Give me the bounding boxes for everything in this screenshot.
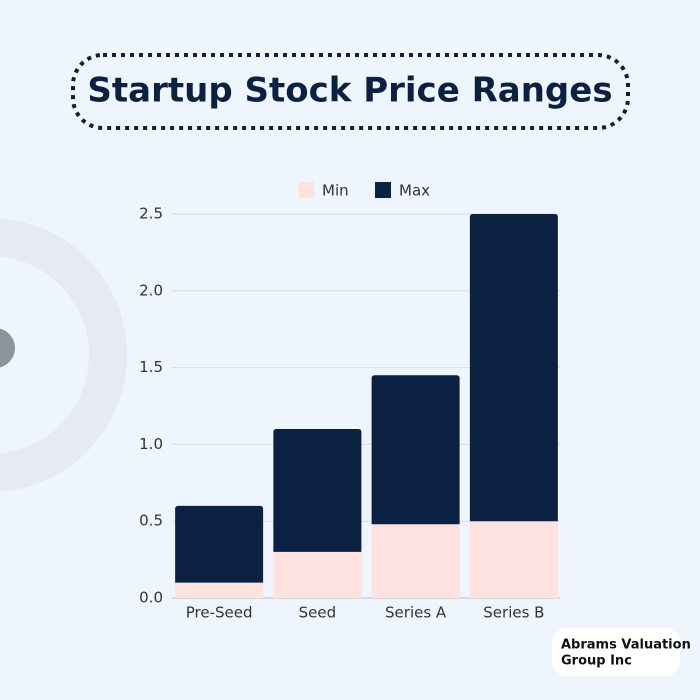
legend-swatch xyxy=(375,182,391,198)
y-tick-label: 2.0 xyxy=(139,281,163,299)
bar-segment xyxy=(175,505,264,583)
y-tick-label: 1.0 xyxy=(139,435,163,453)
chart-title: Startup Stock Price Ranges xyxy=(87,71,612,111)
bar-segment xyxy=(273,429,362,552)
y-tick-label: 0.0 xyxy=(139,589,163,607)
bar-segment xyxy=(371,375,460,525)
legend-label: Min xyxy=(322,182,349,200)
legend-swatch xyxy=(298,182,314,198)
bar-segment xyxy=(175,582,264,598)
x-tick-label: Pre-Seed xyxy=(186,604,253,622)
y-tick-label: 1.5 xyxy=(139,358,163,376)
x-tick-label: Series A xyxy=(385,604,447,622)
x-tick-label: Series B xyxy=(483,604,544,622)
bar-segment xyxy=(371,524,460,598)
bar-segment xyxy=(273,551,362,598)
y-tick-label: 0.5 xyxy=(139,512,163,530)
decor-dot xyxy=(0,328,15,368)
legend-label: Max xyxy=(399,182,430,200)
brand: Group Inc xyxy=(561,654,632,669)
brand-box xyxy=(552,628,680,676)
bar-segment xyxy=(469,214,558,522)
x-tick-label: Seed xyxy=(299,604,337,622)
bar-segment xyxy=(469,521,558,598)
decor-ring xyxy=(0,218,127,492)
title-frame xyxy=(71,53,630,130)
y-tick-label: 2.5 xyxy=(139,205,163,223)
brand: Abrams Valuation xyxy=(561,638,691,653)
